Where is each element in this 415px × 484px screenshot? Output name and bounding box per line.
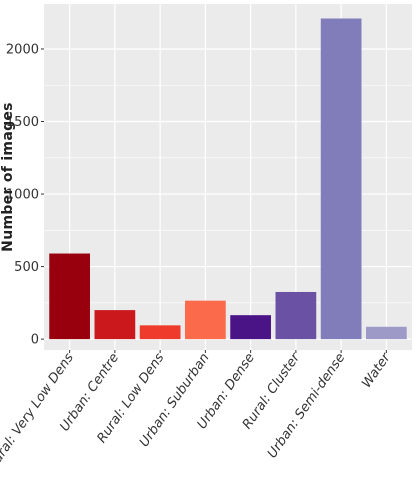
y-tick-label: 2000 (6, 42, 39, 57)
x-tick-label: Water (359, 349, 394, 391)
bar (366, 326, 407, 340)
y-tick-label: 1500 (6, 115, 39, 130)
bar (185, 300, 226, 340)
y-tick-label: 1000 (6, 188, 39, 203)
bar (230, 315, 271, 340)
bar (139, 325, 181, 340)
y-tick-label: 500 (14, 260, 39, 275)
y-tick-label: 0 (31, 333, 39, 348)
x-tick-label: Rural: Very Low Dens (0, 351, 77, 474)
x-tick-label: Urban: Semi-dense (265, 351, 349, 461)
bars (49, 18, 407, 340)
bar (320, 18, 362, 340)
bar (94, 310, 136, 340)
bar (275, 291, 317, 340)
y-axis-ticks: 0 500 1000 1500 2000 (6, 42, 44, 348)
y-axis-title: Number of images (0, 102, 16, 252)
bar (49, 253, 90, 340)
